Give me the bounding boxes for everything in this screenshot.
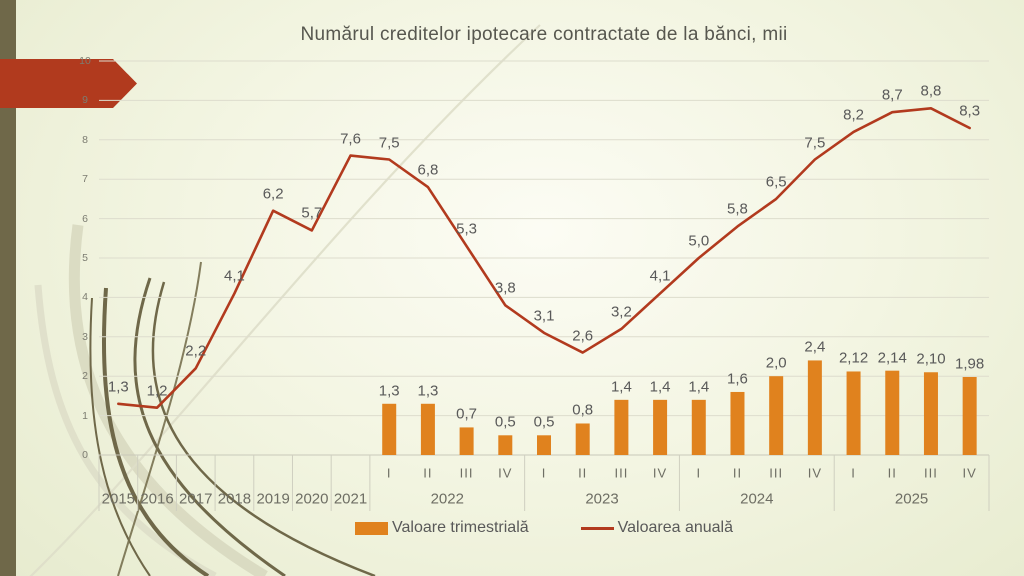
decorative-curve: [89, 297, 151, 576]
bar: [537, 435, 551, 455]
bar: [923, 372, 938, 455]
legend-item-quarterly: Valoare trimestrială: [355, 519, 529, 537]
bar: [846, 371, 861, 455]
decorative-curve: [102, 287, 210, 576]
bar: [769, 376, 784, 455]
chart-title: Numărul creditelor ipotecare contractate…: [300, 24, 788, 45]
legend-swatch-line-icon: [580, 526, 614, 530]
decorative-curve: [151, 281, 376, 576]
legend-label-quarterly: Valoare trimestrială: [392, 519, 529, 536]
bar: [575, 423, 590, 455]
left-accent-bar: [0, 0, 16, 576]
decorative-curve: [34, 284, 217, 576]
bar: [691, 399, 706, 455]
bar: [885, 370, 900, 455]
decorative-curve: [133, 277, 286, 576]
legend-item-annual: Valoarea anuală: [580, 519, 733, 537]
bar: [807, 360, 822, 455]
bar: [614, 399, 629, 455]
legend-label-annual: Valoarea anuală: [617, 519, 733, 536]
red-arrow-shape: [0, 59, 137, 108]
annual-line: [117, 106, 971, 410]
bar: [653, 399, 668, 455]
bar: [459, 427, 474, 455]
bar: [730, 391, 745, 455]
bar: [962, 376, 977, 455]
bar: [382, 403, 397, 455]
bar: [420, 403, 435, 455]
decorative-curve: [29, 24, 541, 576]
bar: [498, 435, 513, 455]
legend-swatch-bar-icon: [355, 521, 388, 535]
chart-legend: Valoare trimestrială Valoarea anuală: [99, 519, 989, 537]
